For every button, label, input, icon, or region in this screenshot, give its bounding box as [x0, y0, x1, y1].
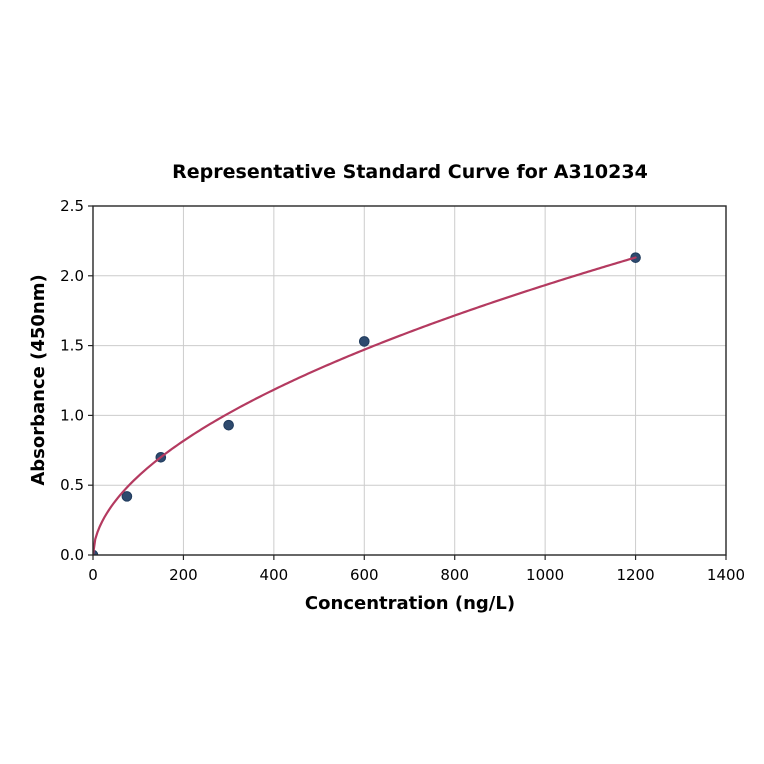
gridlines: [93, 206, 726, 555]
x-tick-label: 1400: [707, 566, 745, 584]
chart-title: Representative Standard Curve for A31023…: [172, 161, 648, 183]
x-tick-label: 400: [260, 566, 289, 584]
x-tick-label: 1200: [616, 566, 654, 584]
plot-border: [92, 205, 727, 556]
y-tick-label: 1.0: [60, 406, 84, 424]
x-tick-label: 600: [350, 566, 379, 584]
axis-ticks: [88, 205, 727, 560]
x-tick-label: 0: [88, 566, 98, 584]
y-tick-label: 2.5: [60, 197, 84, 215]
y-tick-label: 0.5: [60, 476, 84, 494]
x-tick-label: 200: [169, 566, 198, 584]
x-tick-label: 1000: [526, 566, 564, 584]
x-tick-label: 800: [440, 566, 469, 584]
plotted-data: [93, 252, 641, 555]
y-tick-label: 2.0: [60, 267, 84, 285]
x-tick-labels: 0 200 400 600 800 1000 1200 1400: [88, 566, 745, 584]
y-tick-label: 1.5: [60, 337, 84, 355]
y-axis-label: Absorbance (450nm): [28, 274, 49, 485]
y-tick-labels: 0.0 0.5 1.0 1.5 2.0 2.5: [60, 197, 84, 564]
x-axis-label: Concentration (ng/L): [305, 593, 515, 614]
y-tick-label: 0.0: [60, 546, 84, 564]
